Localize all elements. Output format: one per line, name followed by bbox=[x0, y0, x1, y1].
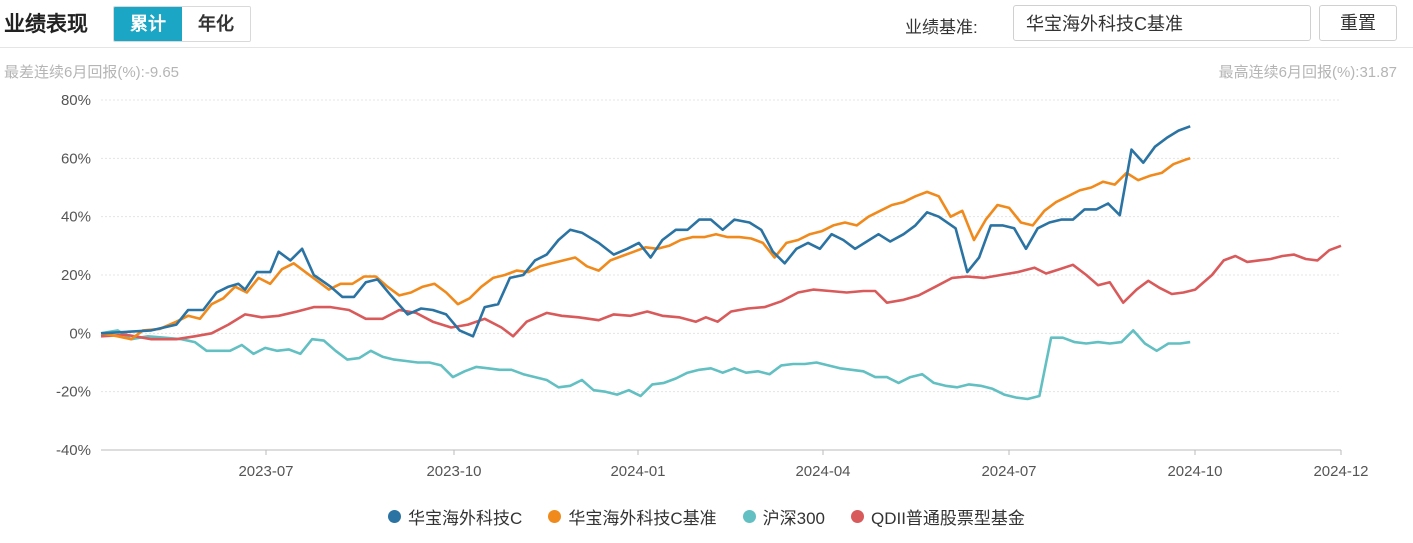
benchmark-label: 业绩基准: bbox=[905, 18, 978, 37]
y-tick-label: 60% bbox=[61, 150, 91, 167]
series-lines bbox=[100, 125, 1342, 401]
x-tick-label: 2024-12 bbox=[1313, 463, 1368, 480]
tab-cumulative[interactable]: 累计 bbox=[114, 7, 182, 41]
return-mode-toggle: 累计 年化 bbox=[113, 6, 251, 42]
legend-dot-icon bbox=[388, 510, 402, 523]
legend-label: 华宝海外科技C基准 bbox=[568, 509, 717, 528]
legend-dot-icon bbox=[850, 510, 864, 523]
series-line-2 bbox=[100, 329, 1191, 401]
best-6m-return: 最高连续6月回报(%):31.87 bbox=[1218, 64, 1397, 81]
tab-annualized[interactable]: 年化 bbox=[182, 7, 250, 41]
legend-dot-icon bbox=[742, 510, 756, 523]
worst-6m-return: 最差连续6月回报(%):-9.65 bbox=[4, 64, 180, 81]
legend-label: QDII普通股票型基金 bbox=[870, 509, 1025, 528]
y-tick-label: 40% bbox=[61, 209, 91, 226]
y-tick-label: 80% bbox=[61, 92, 91, 109]
x-tick-label: 2024-01 bbox=[610, 463, 665, 480]
legend-label: 华宝海外科技C bbox=[408, 509, 523, 528]
y-tick-label: 20% bbox=[61, 267, 91, 284]
header-bar: 业绩表现 累计 年化 业绩基准: 重置 bbox=[0, 0, 1413, 48]
x-tick-label: 2023-10 bbox=[426, 463, 481, 480]
legend-label: 沪深300 bbox=[762, 509, 825, 528]
legend-item-0[interactable]: 华宝海外科技C bbox=[388, 504, 522, 529]
section-title: 业绩表现 bbox=[4, 13, 88, 36]
benchmark-input[interactable] bbox=[1013, 5, 1311, 41]
legend-item-1[interactable]: 华宝海外科技C基准 bbox=[548, 504, 717, 529]
y-tick-label: -20% bbox=[56, 384, 91, 401]
chart-legend: 华宝海外科技C 华宝海外科技C基准 沪深300 QDII普通股票型基金 bbox=[0, 504, 1413, 529]
x-axis-ticks: 2023-07 2023-10 2024-01 2024-04 2024-07 2024-… bbox=[101, 449, 1369, 480]
x-tick-label: 2023-07 bbox=[238, 463, 293, 480]
x-tick-label: 2024-07 bbox=[981, 463, 1036, 480]
reset-button[interactable]: 重置 bbox=[1319, 5, 1397, 41]
y-tick-label: -40% bbox=[56, 442, 91, 459]
series-line-0 bbox=[100, 125, 1191, 338]
series-line-3 bbox=[100, 244, 1342, 341]
x-tick-label: 2024-04 bbox=[795, 463, 850, 480]
x-tick-label: 2024-10 bbox=[1167, 463, 1222, 480]
y-tick-label: 0% bbox=[69, 325, 91, 342]
y-axis-ticks: 80% 60% 40% 20% 0% -20% -40% bbox=[56, 92, 91, 459]
grid-lines bbox=[101, 99, 1341, 451]
performance-line-chart: 80%60%40%20%0%-20%-40% 2023-07 2023-10 202… bbox=[56, 92, 1369, 480]
legend-dot-icon bbox=[548, 510, 562, 523]
legend-item-2[interactable]: 沪深300 bbox=[742, 504, 825, 529]
legend-item-3[interactable]: QDII普通股票型基金 bbox=[850, 504, 1025, 529]
